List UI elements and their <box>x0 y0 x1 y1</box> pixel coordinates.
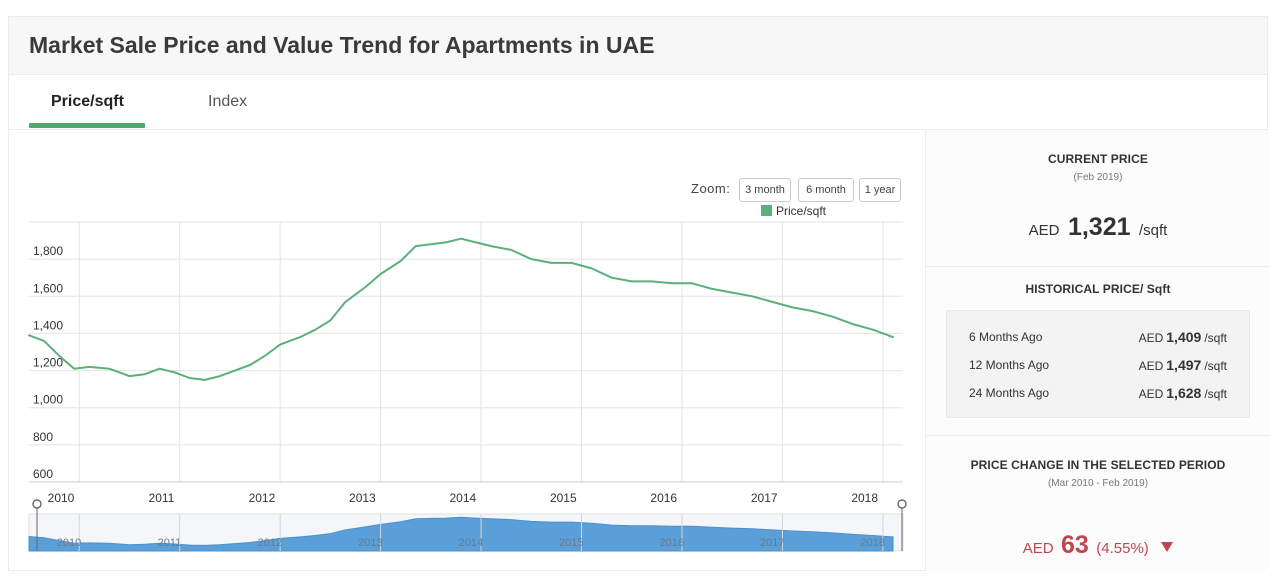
price-line-chart: Price/sqft 600 800 1,000 1,200 1,400 1,600 1,8… <box>28 204 907 552</box>
historical-title: HISTORICAL PRICE/ Sqft <box>1025 282 1171 296</box>
y-tick-label: 1,800 <box>33 244 63 258</box>
currency-label: AED <box>1028 222 1060 239</box>
zoom-3-month-button[interactable]: 3 month <box>739 178 791 202</box>
price-number: 1,321 <box>1067 213 1131 241</box>
change-number: 63 <box>1061 531 1089 559</box>
x-tick-label: 2013 <box>349 491 376 505</box>
unit-label: /sqft <box>1204 359 1227 373</box>
navigator-tick-label: 2016 <box>660 537 684 549</box>
chart-legend[interactable]: Price/sqft <box>761 204 827 218</box>
x-tick-label: 2011 <box>149 491 175 505</box>
historical-row-value: AED 1,628/sqft <box>1139 385 1227 401</box>
historical-price-section: HISTORICAL PRICE/ Sqft <box>926 282 1270 296</box>
price-number: 1,628 <box>1166 385 1202 401</box>
historical-price-list: 6 Months Ago AED 1,409/sqft 12 Months Ago… <box>946 310 1250 418</box>
currency-label: AED <box>1138 331 1164 345</box>
x-tick-label: 2014 <box>449 491 476 505</box>
tab-price-sqft[interactable]: Price/sqft <box>51 93 124 110</box>
unit-label: /sqft <box>1204 331 1227 345</box>
page-title: Market Sale Price and Value Trend for Ap… <box>29 32 655 58</box>
y-tick-label: 1,000 <box>33 393 63 407</box>
legend-label: Price/sqft <box>776 204 827 218</box>
x-tick-label: 2012 <box>249 491 276 505</box>
legend-swatch <box>761 205 772 216</box>
price-number: 1,497 <box>1166 357 1202 373</box>
historical-row-label: 6 Months Ago <box>969 330 1043 344</box>
chart-panel: Zoom: 3 month 6 month 1 year Price/sqft … <box>9 130 925 571</box>
tab-index[interactable]: Index <box>208 93 248 110</box>
navigator-tick-label: 2012 <box>258 537 282 549</box>
historical-row-value: AED 1,409/sqft <box>1139 329 1227 345</box>
range-navigator[interactable]: 2010 2011 2012 2013 2014 2015 2016 2017 2018 <box>28 499 907 552</box>
current-price-title: CURRENT PRICE <box>1048 152 1148 166</box>
currency-label: AED <box>1138 359 1164 373</box>
y-tick-label: 1,400 <box>33 318 63 332</box>
zoom-1-year-button[interactable]: 1 year <box>859 178 901 202</box>
x-tick-label: 2018 <box>851 491 878 505</box>
currency-label: AED <box>1138 387 1164 401</box>
price-change-value: AED 63 (4.55%) <box>926 531 1270 560</box>
price-change-title: PRICE CHANGE IN THE SELECTED PERIOD <box>970 458 1226 472</box>
y-tick-label: 1,600 <box>33 281 63 295</box>
navigator-area <box>28 516 894 552</box>
price-number: 1,409 <box>1166 329 1202 345</box>
unit-label: /sqft <box>1204 387 1227 401</box>
y-axis: 600 800 1,000 1,200 1,400 1,600 1,800 <box>33 244 63 481</box>
navigator-right-handle[interactable] <box>897 499 907 551</box>
navigator-left-handle[interactable] <box>32 499 42 551</box>
navigator-tick-label: 2018 <box>860 537 884 549</box>
x-tick-label: 2015 <box>550 491 577 505</box>
handle-grip-icon <box>32 499 42 509</box>
zoom-label: Zoom: <box>691 181 731 196</box>
historical-row-label: 24 Months Ago <box>969 386 1050 400</box>
historical-row-value: AED 1,497/sqft <box>1139 357 1227 373</box>
active-tab-indicator <box>29 123 145 128</box>
change-percent: (4.55%) <box>1096 540 1149 557</box>
y-tick-label: 800 <box>33 430 53 444</box>
historical-row: 6 Months Ago AED 1,409/sqft <box>947 327 1249 347</box>
chart-grid <box>29 221 903 483</box>
price-change-period: (Mar 2010 - Feb 2019) <box>1047 478 1149 489</box>
y-tick-label: 600 <box>33 467 53 481</box>
navigator-tick-label: 2015 <box>559 537 583 549</box>
market-trend-card: Market Sale Price and Value Trend for Ap… <box>8 16 1270 571</box>
stats-panel: CURRENT PRICE (Feb 2019) AED 1,321 /sqft… <box>925 130 1270 571</box>
zoom-6-month-button[interactable]: 6 month <box>798 178 854 202</box>
price-change-section: PRICE CHANGE IN THE SELECTED PERIOD (Mar… <box>926 435 1270 571</box>
historical-row: 24 Months Ago AED 1,628/sqft <box>947 383 1249 403</box>
x-axis: 2010 2011 2012 2013 2014 2015 2016 2017 2018 <box>48 491 879 505</box>
x-tick-label: 2016 <box>650 491 677 505</box>
navigator-tick-label: 2017 <box>760 537 784 549</box>
series-line-price-sqft <box>28 237 894 381</box>
navigator-tick-label: 2011 <box>158 537 182 549</box>
unit-label: /sqft <box>1138 222 1168 239</box>
current-price-value: AED 1,321 /sqft <box>926 213 1270 242</box>
navigator-tick-label: 2013 <box>358 537 382 549</box>
current-price-date: (Feb 2019) <box>1073 172 1123 183</box>
tab-bar: Price/sqft Index <box>9 75 1267 130</box>
x-tick-label: 2017 <box>751 491 778 505</box>
down-arrow-icon <box>1161 542 1174 552</box>
current-price-section: CURRENT PRICE (Feb 2019) AED 1,321 /sqft <box>926 152 1270 267</box>
y-tick-label: 1,200 <box>33 356 63 370</box>
navigator-tick-label: 2014 <box>459 537 483 549</box>
x-tick-label: 2010 <box>48 491 75 505</box>
historical-row: 12 Months Ago AED 1,497/sqft <box>947 355 1249 375</box>
card-header: Market Sale Price and Value Trend for Ap… <box>9 17 1267 75</box>
historical-row-label: 12 Months Ago <box>969 358 1050 372</box>
currency-label: AED <box>1022 540 1054 557</box>
handle-grip-icon <box>897 499 907 509</box>
navigator-tick-label: 2010 <box>57 537 81 549</box>
